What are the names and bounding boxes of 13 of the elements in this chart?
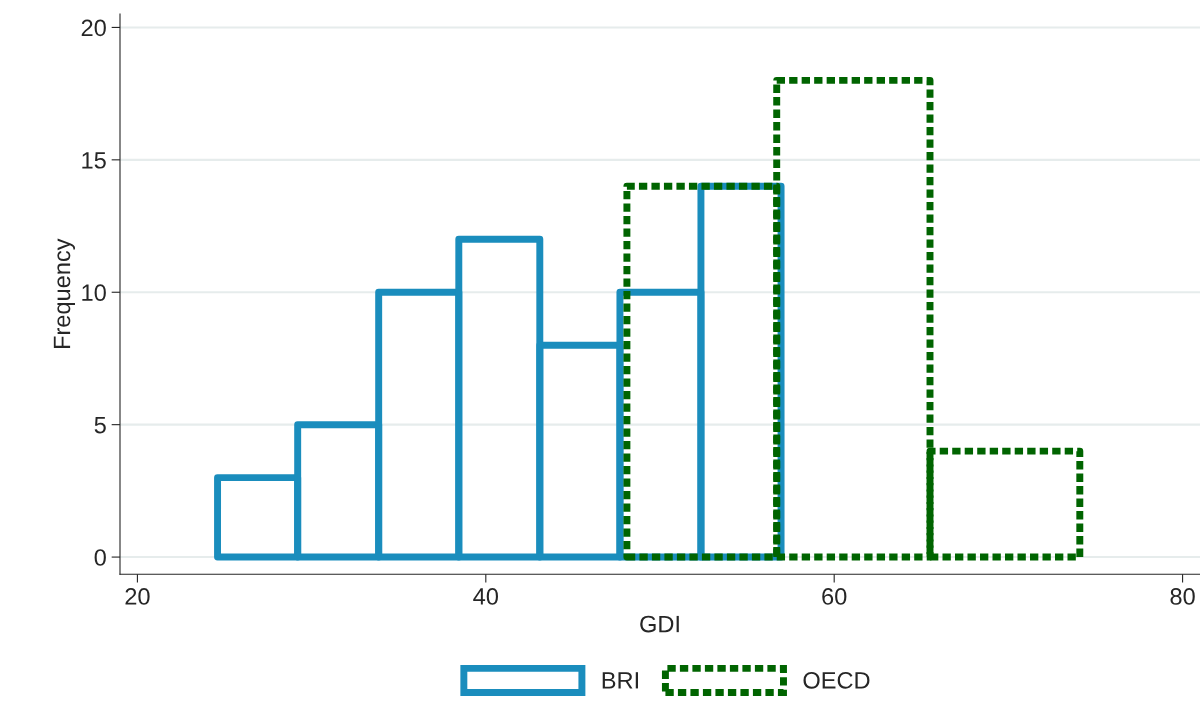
y-tick-label: 15	[82, 152, 106, 169]
text: OECD	[803, 671, 870, 689]
y-axis-title: Frequency	[53, 238, 75, 349]
y-tick-label: 20	[81, 19, 106, 37]
x-tick-label: 20	[125, 588, 150, 605]
x-tick-label: 40	[473, 588, 499, 605]
x-tick-label: 80	[1170, 588, 1195, 605]
y-tick-label: 0	[94, 549, 106, 566]
y-tick-label: 5	[94, 416, 106, 434]
x-tick-label: 60	[822, 588, 847, 605]
x-axis-title: GDI	[640, 615, 679, 633]
legend-label: BRI	[602, 672, 638, 689]
y-tick-label: 10	[82, 284, 106, 302]
